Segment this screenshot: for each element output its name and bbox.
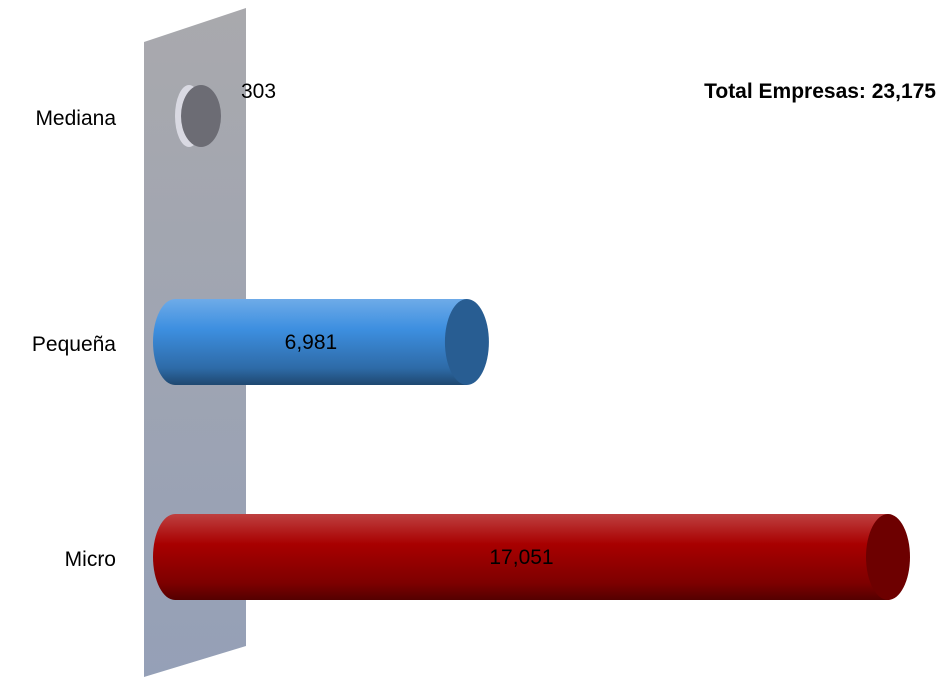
bar-end-cap-pequena (444, 299, 489, 385)
value-label-micro: 17,051 (489, 546, 553, 569)
bar-pequena (153, 299, 467, 385)
category-label-micro: Micro (65, 548, 116, 571)
total-annotation: Total Empresas: 23,175 (704, 80, 936, 103)
bar-micro (153, 514, 888, 600)
category-label-mediana: Mediana (35, 107, 116, 130)
bar-end-cap-mediana (181, 85, 221, 147)
bars-layer: Mediana 303 Pequeña 6,981 Micro 17,051 (32, 80, 910, 600)
category-label-pequena: Pequeña (32, 333, 116, 356)
bar-end-cap-micro (866, 514, 910, 600)
value-label-pequena: 6,981 (285, 331, 338, 354)
value-label-mediana: 303 (241, 80, 276, 103)
